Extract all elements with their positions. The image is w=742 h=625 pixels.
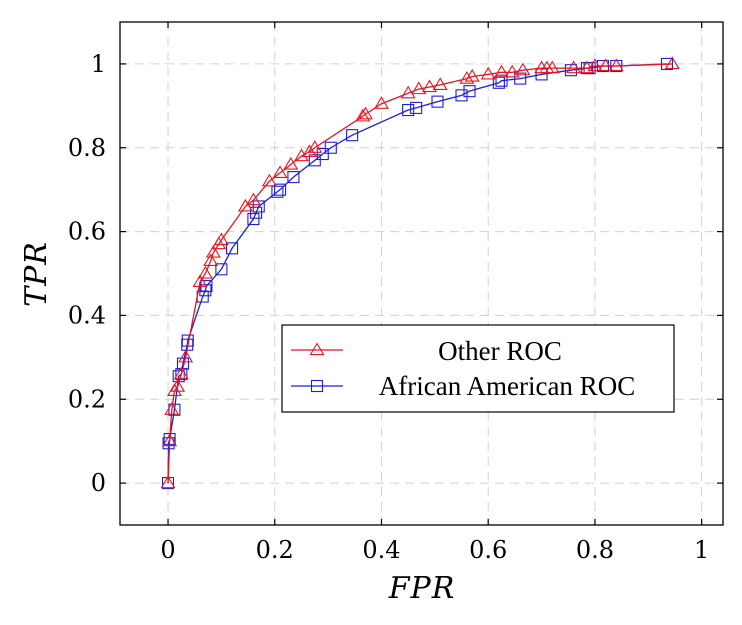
triangle-marker (494, 64, 510, 78)
square-marker (410, 101, 423, 114)
triangle-marker (504, 64, 520, 78)
triangle-marker (245, 192, 261, 206)
y-tick-label: 0 (91, 469, 106, 497)
square-marker (564, 64, 577, 77)
y-tick-label: 0.4 (68, 301, 106, 329)
series-layer (160, 56, 680, 490)
triangle-marker (400, 85, 416, 99)
square-marker (346, 129, 359, 142)
square-marker (215, 263, 228, 276)
x-axis-label: FPR (388, 571, 456, 606)
square-marker (226, 242, 239, 255)
grid (120, 22, 723, 525)
triangle-marker (173, 366, 189, 380)
legend-label-other-roc: Other ROC (438, 336, 562, 366)
square-marker (514, 72, 527, 85)
triangle-marker (307, 140, 323, 153)
square-marker (402, 103, 415, 117)
triangle-marker (170, 379, 186, 392)
square-marker (274, 183, 287, 196)
y-tick-label: 1 (91, 50, 106, 78)
triangle-marker (422, 79, 437, 93)
series-african-american-roc (161, 57, 674, 490)
square-marker (431, 95, 444, 108)
triangle-marker (432, 77, 448, 90)
triangle-marker (355, 108, 371, 122)
triangle-marker (608, 58, 624, 72)
square-marker (247, 212, 260, 226)
triangle-marker (664, 56, 680, 70)
triangle-marker (411, 81, 427, 95)
triangle-marker (464, 68, 480, 82)
square-marker (495, 74, 508, 87)
y-tick-label: 0.2 (68, 385, 106, 413)
x-tick-label: 0.6 (469, 536, 507, 564)
series-line (167, 63, 673, 484)
square-marker (324, 141, 337, 154)
triangle-marker (544, 60, 560, 74)
square-marker (271, 185, 284, 198)
triangle-marker (166, 383, 182, 396)
series-other-roc (160, 56, 680, 489)
triangle-marker (374, 96, 389, 109)
x-tick-label: 0.2 (256, 536, 294, 564)
y-tick-label: 0.8 (68, 134, 106, 162)
triangle-marker (237, 198, 253, 212)
square-marker (535, 68, 548, 81)
square-marker (287, 171, 300, 184)
triangle-marker (162, 433, 178, 447)
y-tick-label: 0.6 (68, 218, 106, 246)
square-marker (168, 403, 181, 416)
triangle-marker (160, 475, 176, 489)
square-marker (316, 147, 329, 161)
legend-sample-other-roc (291, 342, 343, 356)
triangle-marker (272, 165, 288, 178)
triangle-marker (164, 402, 180, 415)
triangle-marker (213, 232, 229, 246)
square-marker (250, 206, 263, 219)
triangle-marker (515, 62, 531, 76)
square-marker (463, 85, 476, 98)
triangle-marker (203, 253, 219, 267)
triangle-marker (197, 265, 213, 279)
legend-marker (310, 379, 324, 393)
legend-sample-african-american-roc (291, 379, 343, 393)
triangle-marker (205, 244, 221, 258)
triangle-marker (358, 106, 373, 120)
ticks: 0 0.2 0.4 0.6 0.8 1 0 0.2 0.4 0.6 0.8 1 (68, 22, 723, 564)
legend-marker (309, 342, 325, 356)
triangle-marker (261, 173, 277, 187)
legend-label-african-american-roc: African American ROC (379, 371, 635, 401)
plot-frame (119, 21, 724, 526)
triangle-marker (587, 58, 603, 72)
triangle-marker (283, 156, 299, 170)
triangle-marker (459, 71, 475, 84)
triangle-marker (480, 66, 496, 80)
x-tick-label: 0 (160, 536, 175, 564)
series-line (167, 63, 667, 484)
square-marker (252, 200, 265, 213)
x-tick-label: 0.8 (576, 536, 614, 564)
x-tick-label: 0.4 (362, 536, 400, 564)
legend: Other ROC African American ROC (281, 324, 675, 413)
triangle-marker (566, 60, 582, 74)
legend-box (281, 324, 675, 413)
triangle-marker (192, 274, 208, 287)
y-axis-label: TPR (19, 241, 54, 307)
triangle-marker (178, 349, 194, 363)
triangle-marker (598, 58, 614, 72)
x-tick-label: 1 (694, 536, 709, 564)
triangle-marker (301, 144, 317, 158)
square-marker (455, 89, 468, 102)
triangle-marker (293, 148, 309, 162)
